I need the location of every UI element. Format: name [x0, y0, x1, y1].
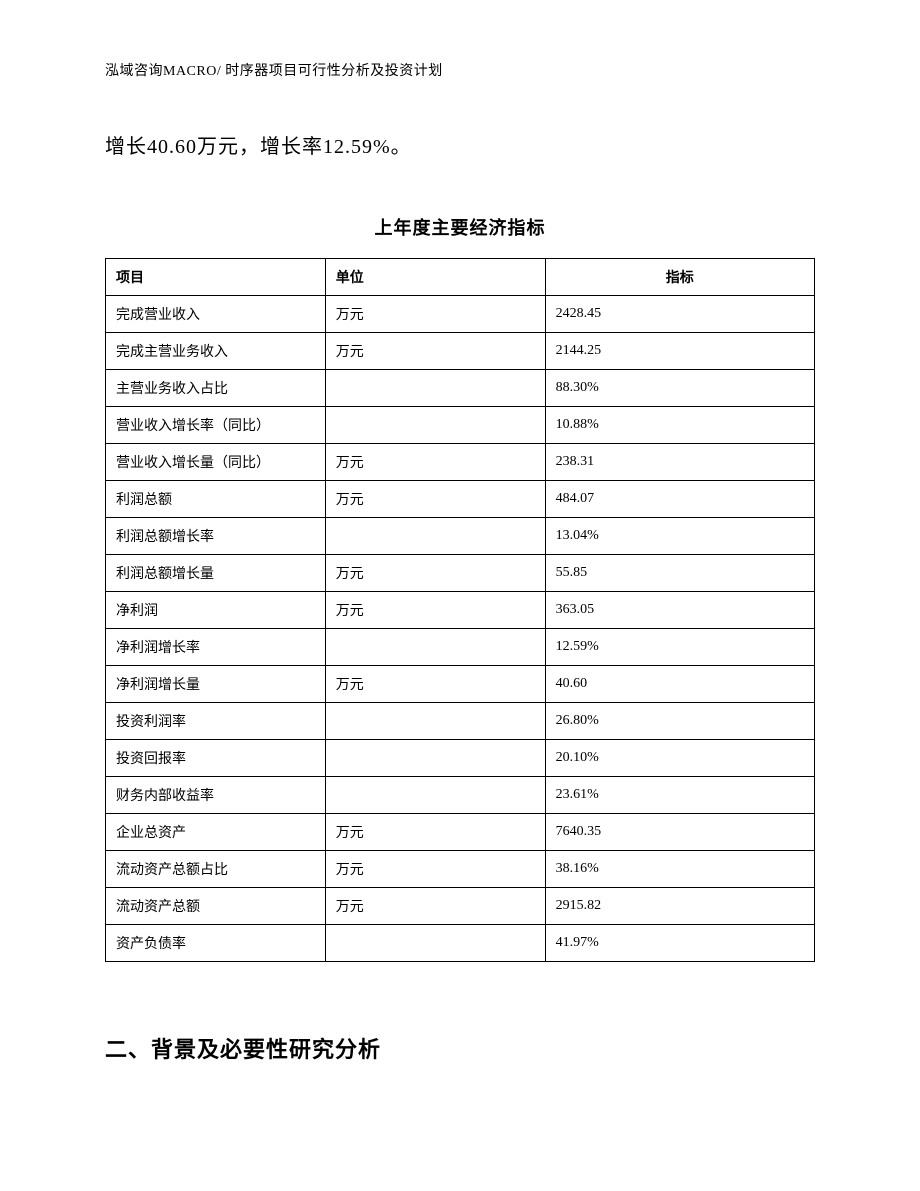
cell-unit: 万元 — [325, 296, 545, 333]
table-row: 资产负债率 41.97% — [106, 925, 815, 962]
table-row: 完成主营业务收入万元2144.25 — [106, 333, 815, 370]
section-heading: 二、背景及必要性研究分析 — [105, 1032, 815, 1064]
cell-unit: 万元 — [325, 888, 545, 925]
table-row: 利润总额万元484.07 — [106, 481, 815, 518]
cell-item: 资产负债率 — [106, 925, 326, 962]
cell-item: 财务内部收益率 — [106, 777, 326, 814]
cell-item: 利润总额 — [106, 481, 326, 518]
table-row: 财务内部收益率 23.61% — [106, 777, 815, 814]
cell-value: 2144.25 — [545, 333, 814, 370]
cell-unit — [325, 703, 545, 740]
column-header-item: 项目 — [106, 259, 326, 296]
table-row: 投资利润率 26.80% — [106, 703, 815, 740]
cell-unit — [325, 370, 545, 407]
cell-item: 流动资产总额 — [106, 888, 326, 925]
cell-item: 企业总资产 — [106, 814, 326, 851]
table-row: 利润总额增长量万元55.85 — [106, 555, 815, 592]
cell-unit — [325, 407, 545, 444]
table-row: 营业收入增长率（同比） 10.88% — [106, 407, 815, 444]
cell-item: 完成主营业务收入 — [106, 333, 326, 370]
cell-unit — [325, 518, 545, 555]
cell-value: 238.31 — [545, 444, 814, 481]
cell-value: 10.88% — [545, 407, 814, 444]
table-row: 净利润万元363.05 — [106, 592, 815, 629]
cell-item: 净利润 — [106, 592, 326, 629]
cell-value: 41.97% — [545, 925, 814, 962]
table-row: 流动资产总额万元2915.82 — [106, 888, 815, 925]
cell-value: 2915.82 — [545, 888, 814, 925]
table-row: 利润总额增长率 13.04% — [106, 518, 815, 555]
cell-unit: 万元 — [325, 592, 545, 629]
cell-unit — [325, 777, 545, 814]
cell-value: 26.80% — [545, 703, 814, 740]
page-header: 泓域咨询MACRO/ 时序器项目可行性分析及投资计划 — [105, 60, 815, 80]
cell-item: 利润总额增长量 — [106, 555, 326, 592]
cell-value: 12.59% — [545, 629, 814, 666]
table-header-row: 项目 单位 指标 — [106, 259, 815, 296]
cell-item: 投资利润率 — [106, 703, 326, 740]
cell-item: 利润总额增长率 — [106, 518, 326, 555]
cell-value: 484.07 — [545, 481, 814, 518]
table-row: 完成营业收入万元2428.45 — [106, 296, 815, 333]
cell-item: 营业收入增长量（同比） — [106, 444, 326, 481]
cell-value: 23.61% — [545, 777, 814, 814]
cell-item: 净利润增长量 — [106, 666, 326, 703]
cell-unit: 万元 — [325, 666, 545, 703]
table-row: 投资回报率 20.10% — [106, 740, 815, 777]
cell-value: 363.05 — [545, 592, 814, 629]
cell-value: 20.10% — [545, 740, 814, 777]
table-row: 主营业务收入占比 88.30% — [106, 370, 815, 407]
cell-value: 7640.35 — [545, 814, 814, 851]
table-title: 上年度主要经济指标 — [105, 214, 815, 240]
cell-item: 营业收入增长率（同比） — [106, 407, 326, 444]
cell-value: 13.04% — [545, 518, 814, 555]
cell-item: 投资回报率 — [106, 740, 326, 777]
cell-value: 2428.45 — [545, 296, 814, 333]
cell-unit: 万元 — [325, 481, 545, 518]
cell-item: 净利润增长率 — [106, 629, 326, 666]
cell-unit — [325, 740, 545, 777]
cell-item: 主营业务收入占比 — [106, 370, 326, 407]
cell-item: 完成营业收入 — [106, 296, 326, 333]
table-row: 流动资产总额占比万元38.16% — [106, 851, 815, 888]
table-body: 完成营业收入万元2428.45完成主营业务收入万元2144.25主营业务收入占比… — [106, 296, 815, 962]
cell-unit — [325, 629, 545, 666]
cell-unit — [325, 925, 545, 962]
column-header-unit: 单位 — [325, 259, 545, 296]
cell-value: 40.60 — [545, 666, 814, 703]
economic-indicators-table: 项目 单位 指标 完成营业收入万元2428.45完成主营业务收入万元2144.2… — [105, 258, 815, 962]
table-row: 净利润增长率 12.59% — [106, 629, 815, 666]
cell-unit: 万元 — [325, 851, 545, 888]
cell-value: 55.85 — [545, 555, 814, 592]
cell-value: 88.30% — [545, 370, 814, 407]
cell-unit: 万元 — [325, 555, 545, 592]
intro-paragraph: 增长40.60万元，增长率12.59%。 — [105, 130, 815, 159]
column-header-value: 指标 — [545, 259, 814, 296]
table-row: 营业收入增长量（同比）万元238.31 — [106, 444, 815, 481]
table-row: 净利润增长量万元40.60 — [106, 666, 815, 703]
cell-unit: 万元 — [325, 814, 545, 851]
cell-value: 38.16% — [545, 851, 814, 888]
cell-unit: 万元 — [325, 444, 545, 481]
table-row: 企业总资产万元7640.35 — [106, 814, 815, 851]
cell-unit: 万元 — [325, 333, 545, 370]
cell-item: 流动资产总额占比 — [106, 851, 326, 888]
